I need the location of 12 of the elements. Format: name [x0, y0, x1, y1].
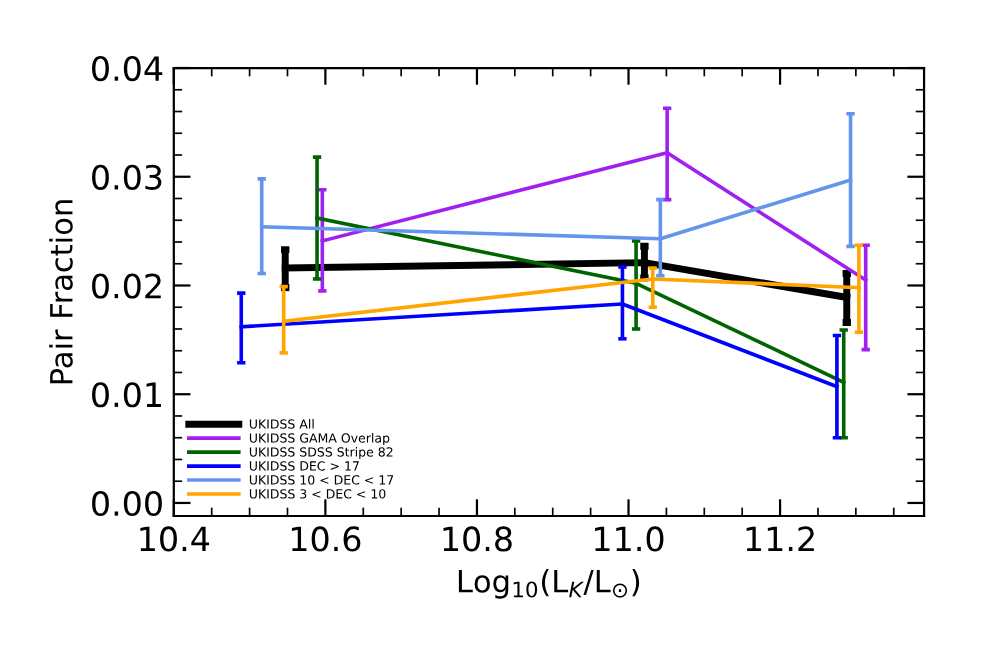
y-axis-title: Pair Fraction: [49, 200, 73, 384]
y-tick-label: 0.02: [92, 273, 161, 299]
x-tick-label: 11.0: [595, 526, 664, 552]
y-tick-label: 0.03: [92, 164, 162, 190]
x-tick-label: 10.8: [443, 526, 512, 552]
y-tick-label: 0.04: [92, 55, 163, 82]
x-axis-title: Log$_{10}$(L$_{K}$/L$_{⊙}$): [458, 569, 640, 599]
x-tick-label: 10.6: [291, 526, 361, 552]
y-tick-label: 0.00: [92, 490, 162, 517]
y-tick-label: 0.01: [92, 382, 162, 408]
x-tick-label: 10.4: [140, 526, 210, 552]
x-tick-label: 11.2: [746, 526, 814, 552]
